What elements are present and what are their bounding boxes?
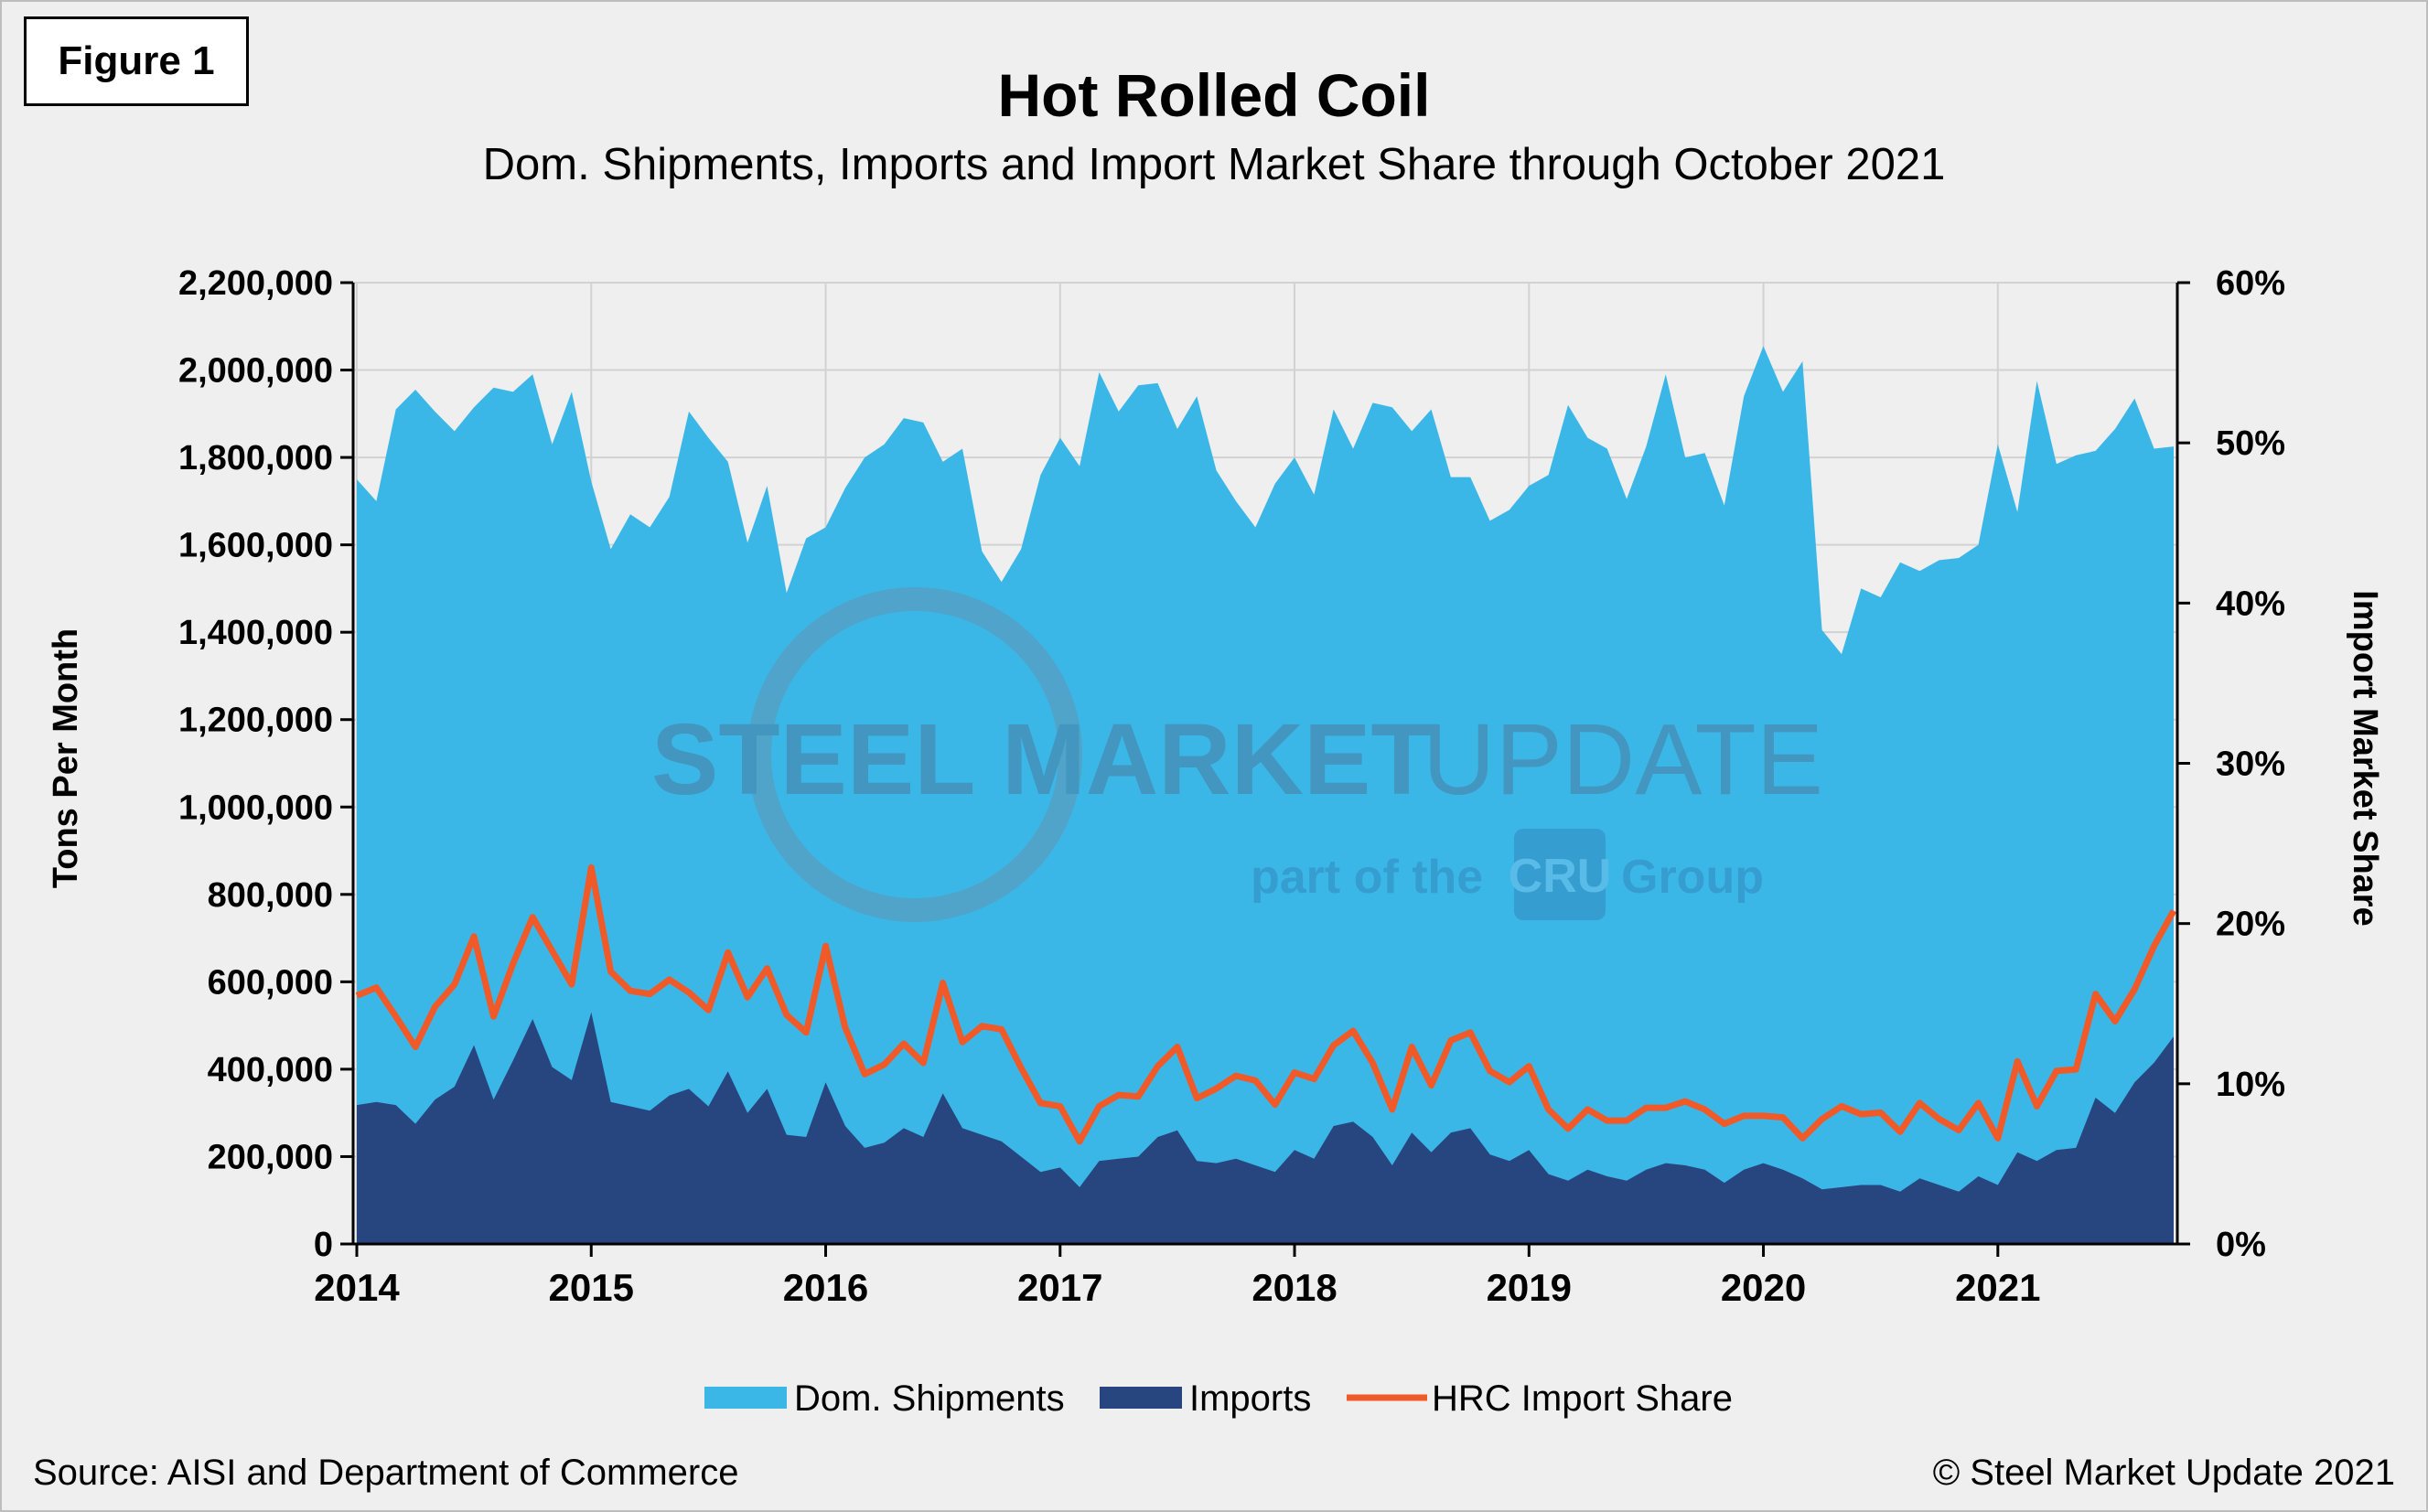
y-tick-label: 600,000 (208, 963, 333, 1002)
y-tick-label: 1,800,000 (178, 439, 333, 477)
y-tick-label: 1,600,000 (178, 527, 333, 565)
figure-label: Figure 1 (24, 16, 249, 106)
y2-tick-label: 50% (2216, 424, 2285, 463)
share-line (355, 863, 2177, 1145)
watermark-cru: CRU (1509, 850, 1612, 903)
x-tick-label: 2017 (1017, 1266, 1102, 1309)
axes (340, 281, 2190, 1257)
y-tick-label: 400,000 (208, 1051, 333, 1089)
y-axis-title: Tons Per Month (47, 628, 85, 888)
x-tick-label: 2021 (1955, 1266, 2040, 1309)
chart-subtitle: Dom. Shipments, Imports and Import Marke… (482, 140, 1946, 189)
watermark-main-light: UPDATE (1423, 703, 1823, 816)
y-tick-label: 1,000,000 (178, 788, 333, 827)
legend-label-imports: Imports (1189, 1378, 1311, 1419)
x-tick-label: 2016 (783, 1266, 868, 1309)
watermark-group: Group (1621, 851, 1764, 904)
legend-swatch-dom (704, 1387, 787, 1409)
y2-tick-labels: 0% 10% 20% 30% 40% 50% 60% (2216, 264, 2285, 1264)
chart-title: Hot Rolled Coil (997, 61, 1431, 129)
legend-swatch-imports (1100, 1387, 1182, 1409)
y-tick-labels: 0 200,000 400,000 600,000 800,000 1,000,000 1,… (178, 264, 333, 1264)
imports-area (357, 1012, 2174, 1244)
y2-axis-title: Import Market Share (2346, 590, 2384, 926)
y-tick-label: 200,000 (208, 1138, 333, 1176)
watermark-main-bold: STEEL MARKET (651, 703, 1433, 816)
y-tick-label: 2,200,000 (178, 264, 333, 303)
y-tick-label: 1,200,000 (178, 702, 333, 740)
x-tick-label: 2014 (314, 1266, 400, 1309)
legend-label-share: HRC Import Share (1432, 1378, 1733, 1419)
legend: Dom. Shipments Imports HRC Import Share (704, 1378, 1733, 1419)
x-tick-label: 2018 (1252, 1266, 1337, 1309)
x-tick-label: 2015 (549, 1266, 634, 1309)
watermark-swoosh (747, 587, 1082, 922)
x-tick-label: 2019 (1487, 1266, 1572, 1309)
y-tick-label: 2,000,000 (178, 352, 333, 391)
y-tick-label: 800,000 (208, 876, 333, 915)
y2-tick-label: 20% (2216, 906, 2285, 944)
y2-tick-label: 40% (2216, 584, 2285, 623)
y2-tick-label: 60% (2216, 264, 2285, 303)
y2-tick-label: 10% (2216, 1066, 2285, 1104)
copyright-note: © Steel Market Update 2021 (1932, 1453, 2395, 1493)
hrc-import-share-line (355, 863, 2177, 1145)
watermark: STEEL MARKET UPDATE part of the CRU Grou… (651, 587, 1823, 922)
x-tick-labels: 2014 2015 2016 2017 2018 2019 2020 2021 (314, 1266, 2040, 1309)
watermark-part-of: part of the (1251, 851, 1483, 904)
y-tick-label: 0 (314, 1226, 333, 1264)
y-tick-label: 1,400,000 (178, 614, 333, 652)
watermark-cru-box (1514, 829, 1606, 920)
y2-tick-label: 30% (2216, 745, 2285, 784)
x-tick-label: 2020 (1721, 1266, 1806, 1309)
y2-tick-label: 0% (2216, 1226, 2266, 1264)
source-note: Source: AISI and Department of Commerce (33, 1453, 739, 1493)
legend-label-dom: Dom. Shipments (794, 1378, 1065, 1419)
